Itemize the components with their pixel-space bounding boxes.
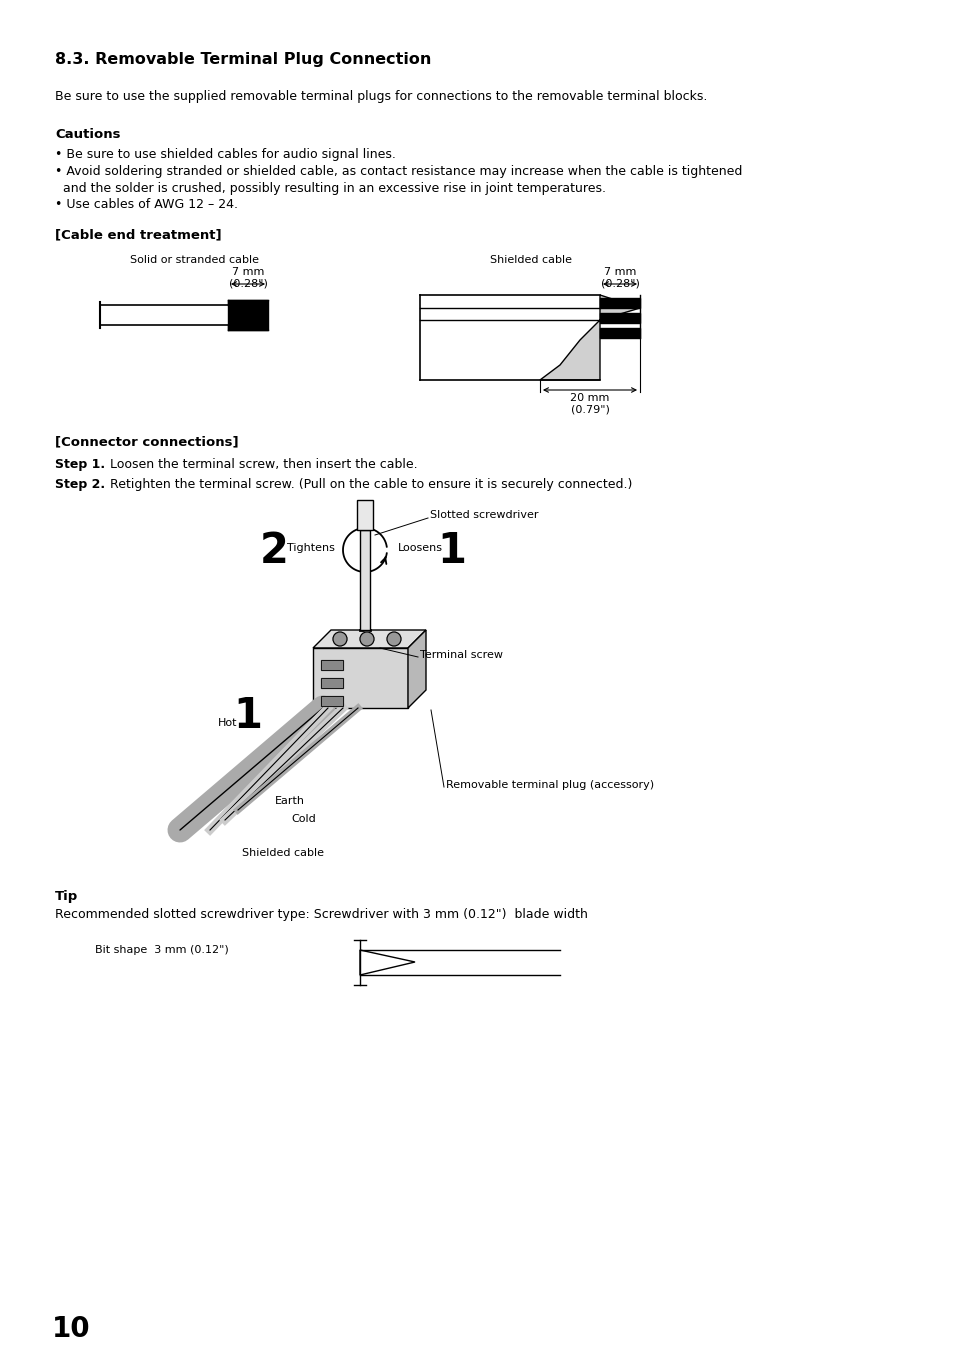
Bar <box>599 328 639 338</box>
Circle shape <box>387 632 400 646</box>
Text: 8.3. Removable Terminal Plug Connection: 8.3. Removable Terminal Plug Connection <box>55 51 431 68</box>
Text: Shielded cable: Shielded cable <box>490 255 572 265</box>
Text: Tightens: Tightens <box>287 543 335 553</box>
Text: 20 mm: 20 mm <box>570 393 609 403</box>
Text: Removable terminal plug (accessory): Removable terminal plug (accessory) <box>446 780 654 790</box>
Text: (0.28"): (0.28") <box>600 278 639 288</box>
Text: Be sure to use the supplied removable terminal plugs for connections to the remo: Be sure to use the supplied removable te… <box>55 91 706 103</box>
Text: Recommended slotted screwdriver type: Screwdriver with 3 mm (0.12")  blade width: Recommended slotted screwdriver type: Sc… <box>55 908 587 921</box>
Polygon shape <box>359 950 415 975</box>
Text: Loosen the terminal screw, then insert the cable.: Loosen the terminal screw, then insert t… <box>106 458 417 471</box>
Text: Tip: Tip <box>55 890 78 902</box>
Text: Solid or stranded cable: Solid or stranded cable <box>131 255 259 265</box>
Text: 7 mm: 7 mm <box>603 267 636 277</box>
Text: • Use cables of AWG 12 – 24.: • Use cables of AWG 12 – 24. <box>55 199 237 211</box>
Text: Loosens: Loosens <box>397 543 442 553</box>
Text: • Be sure to use shielded cables for audio signal lines.: • Be sure to use shielded cables for aud… <box>55 149 395 161</box>
Text: Cautions: Cautions <box>55 128 120 141</box>
Bar <box>320 678 343 688</box>
Text: 2: 2 <box>260 530 289 571</box>
Text: (0.79"): (0.79") <box>570 404 609 413</box>
Bar <box>320 678 343 688</box>
Text: Earth: Earth <box>274 796 305 807</box>
Text: Cold: Cold <box>291 815 315 824</box>
Bar <box>320 661 343 670</box>
Text: Step 1.: Step 1. <box>55 458 105 471</box>
Text: 1: 1 <box>233 694 262 738</box>
Circle shape <box>359 632 374 646</box>
Bar <box>599 313 639 323</box>
Text: Slotted screwdriver: Slotted screwdriver <box>430 509 537 520</box>
Bar <box>359 530 370 630</box>
Bar <box>599 299 639 308</box>
Bar <box>320 661 343 670</box>
Text: Step 2.: Step 2. <box>55 478 105 490</box>
Text: [Connector connections]: [Connector connections] <box>55 435 238 449</box>
Polygon shape <box>408 630 426 708</box>
Polygon shape <box>539 295 639 380</box>
Text: 1: 1 <box>436 530 465 571</box>
Bar <box>356 500 373 530</box>
Text: 10: 10 <box>52 1315 91 1343</box>
Bar <box>320 696 343 707</box>
Circle shape <box>333 632 347 646</box>
Text: Shielded cable: Shielded cable <box>242 848 324 858</box>
Text: (0.28"): (0.28") <box>229 278 267 288</box>
Text: Hot: Hot <box>218 717 237 728</box>
Text: and the solder is crushed, possibly resulting in an excessive rise in joint temp: and the solder is crushed, possibly resu… <box>55 182 605 195</box>
Text: Terminal screw: Terminal screw <box>419 650 502 661</box>
Polygon shape <box>313 630 426 648</box>
Bar <box>320 696 343 707</box>
Polygon shape <box>313 648 408 708</box>
Text: Bit shape  3 mm (0.12"): Bit shape 3 mm (0.12") <box>95 944 229 955</box>
Text: [Cable end treatment]: [Cable end treatment] <box>55 228 221 240</box>
Text: • Avoid soldering stranded or shielded cable, as contact resistance may increase: • Avoid soldering stranded or shielded c… <box>55 165 741 178</box>
Text: Retighten the terminal screw. (Pull on the cable to ensure it is securely connec: Retighten the terminal screw. (Pull on t… <box>106 478 632 490</box>
Text: 7 mm: 7 mm <box>232 267 264 277</box>
Bar <box>228 300 268 330</box>
